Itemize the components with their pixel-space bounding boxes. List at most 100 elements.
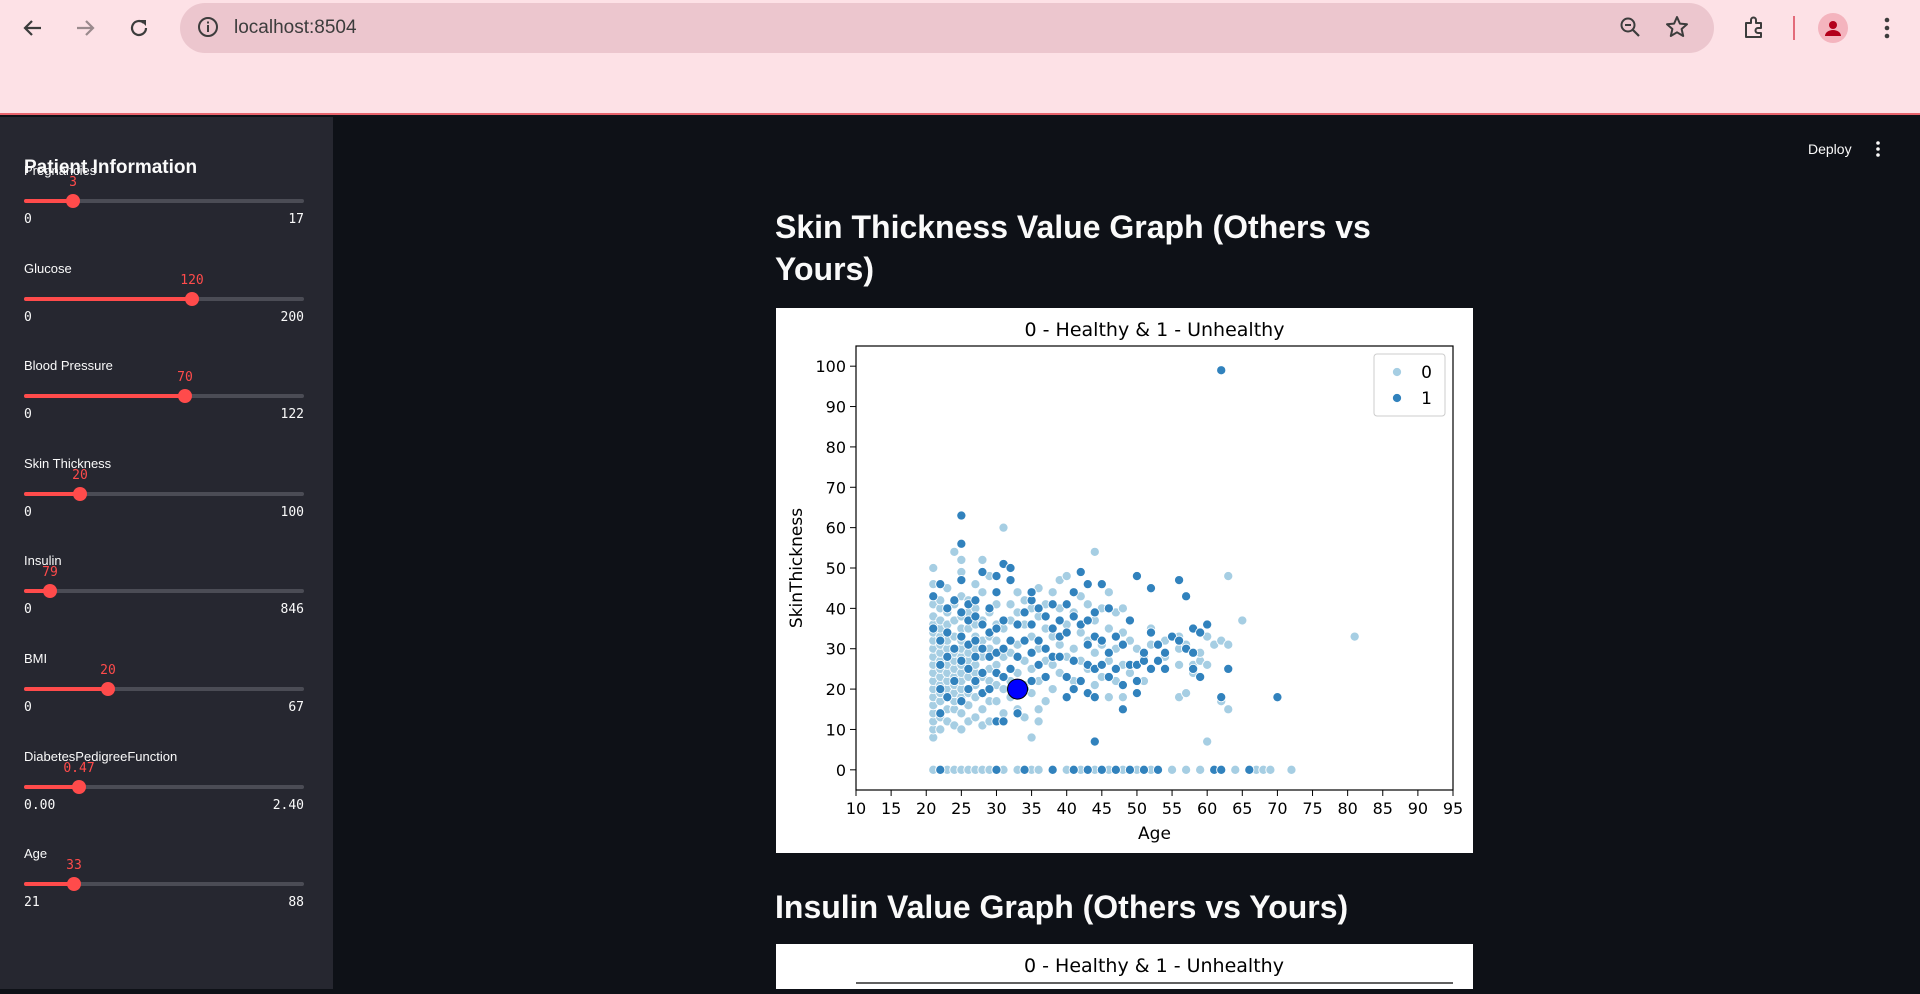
bookmark-star-icon[interactable] [1664,14,1690,45]
x-tick-label: 90 [1408,799,1428,818]
x-tick-label: 85 [1373,799,1393,818]
data-point-0 [1349,631,1360,642]
data-point-0 [1068,643,1079,654]
slider-thumb[interactable] [178,389,192,403]
back-icon[interactable] [15,10,51,46]
browser-menu-icon[interactable] [1869,10,1905,46]
extensions-icon[interactable] [1736,10,1772,46]
y-tick-label: 70 [826,478,846,497]
x-tick-label: 25 [951,799,971,818]
data-point-1 [1096,579,1107,590]
data-point-1 [1061,599,1072,610]
slider-track[interactable] [24,487,304,501]
data-point-0 [1181,688,1192,699]
slider-value: 120 [180,273,204,288]
slider-thumb[interactable] [185,292,199,306]
slider-skin-thickness[interactable]: Skin Thickness 20 0 100 [24,456,304,546]
legend-label-1: 1 [1421,389,1432,409]
slider-max: 17 [288,212,304,227]
data-point-1 [1216,692,1227,703]
slider-insulin[interactable]: Insulin 79 0 846 [24,553,304,643]
deploy-button[interactable]: Deploy [1808,141,1852,157]
slider-thumb[interactable] [43,584,57,598]
slider-bmi[interactable]: BMI 20 0 67 [24,651,304,741]
data-point-1 [963,684,974,695]
slider-track[interactable] [24,389,304,403]
skin-thickness-chart: 0 - Healthy & 1 - Unhealthy Age SkinThickn… [776,308,1473,853]
slider-track[interactable] [24,292,304,306]
data-point-0 [1089,680,1100,691]
slider-max: 846 [280,602,304,617]
slider-track[interactable] [24,877,304,891]
slider-age[interactable]: Age 33 21 88 [24,846,304,936]
slider-track[interactable] [24,194,304,208]
data-point-1 [998,643,1009,654]
data-point-1 [1202,619,1213,630]
x-tick-label: 30 [986,799,1006,818]
data-point-1 [956,575,967,586]
site-info-icon[interactable] [196,15,220,44]
data-point-1 [998,671,1009,683]
slider-fill [24,297,192,301]
data-point-0 [1117,692,1128,703]
data-point-0 [991,696,1002,707]
slider-glucose[interactable]: Glucose 120 0 200 [24,261,304,351]
data-point-1 [1117,680,1128,691]
data-point-1 [1159,663,1171,674]
data-point-1 [1075,675,1086,687]
data-point-1 [1244,764,1255,775]
slider-value: 70 [177,370,193,385]
data-point-0 [1223,571,1234,582]
x-tick-label: 20 [916,799,936,818]
slider-diabetespedigreefunction[interactable]: DiabetesPedigreeFunction 0.47 0.00 2.40 [24,749,304,839]
slider-max: 67 [288,700,304,715]
chart-title: 0 - Healthy & 1 - Unhealthy [1025,319,1285,341]
data-point-1 [942,651,953,662]
data-point-1 [1216,764,1227,775]
data-point-1 [1096,635,1107,646]
legend-box [1373,353,1446,417]
slider-track[interactable] [24,584,304,598]
x-tick-label: 15 [881,799,901,818]
main-menu-icon[interactable] [1874,140,1882,163]
data-point-0 [1223,639,1234,650]
data-point-0 [970,579,981,590]
slider-track[interactable] [24,780,304,794]
slider-min: 0 [24,700,32,715]
slider-thumb[interactable] [67,877,81,891]
data-point-0 [977,587,988,598]
slider-thumb[interactable] [72,780,86,794]
slider-thumb[interactable] [66,194,80,208]
address-bar[interactable]: localhost:8504 [180,3,1714,53]
data-point-1 [1026,675,1037,687]
slider-thumb[interactable] [73,487,87,501]
data-point-1 [1195,671,1206,683]
slider-track[interactable] [24,682,304,696]
your-data-point [1007,678,1029,700]
slider-blood-pressure[interactable]: Blood Pressure 70 0 122 [24,358,304,448]
profile-avatar[interactable] [1815,10,1851,46]
data-point-0 [1223,704,1234,715]
section-title-skin-thickness: Skin Thickness Value Graph (Others vs Yo… [775,209,1371,287]
data-point-1 [998,716,1009,727]
forward-icon[interactable] [67,10,103,46]
slider-label: Skin Thickness [24,456,112,471]
data-point-1 [1223,663,1234,674]
data-point-0 [1047,684,1058,695]
data-point-1 [1026,587,1037,598]
x-tick-label: 45 [1092,799,1112,818]
slider-value: 3 [69,175,77,190]
data-point-1 [1188,663,1199,674]
zoom-icon[interactable] [1618,15,1642,44]
data-point-1 [935,635,946,646]
data-point-0 [1265,764,1276,775]
data-point-0 [1033,764,1044,775]
reload-icon[interactable] [121,10,157,46]
data-point-1 [1040,671,1051,683]
data-point-1 [1054,615,1065,626]
data-point-1 [1138,647,1150,658]
slider-thumb[interactable] [101,682,115,696]
slider-pregnancies[interactable]: Pregnancies 3 0 17 [24,163,304,253]
data-point-1 [1047,623,1058,634]
slider-min: 0 [24,310,32,325]
